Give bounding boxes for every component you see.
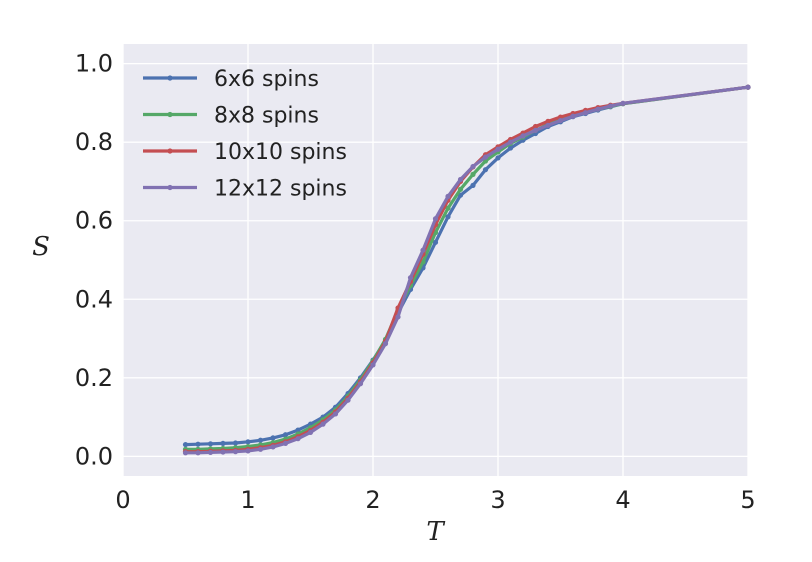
data-point bbox=[545, 118, 551, 124]
data-point bbox=[232, 440, 239, 446]
data-point bbox=[395, 314, 401, 320]
x-tick-label: 5 bbox=[740, 486, 755, 514]
x-tick-label: 1 bbox=[240, 486, 255, 514]
data-point bbox=[432, 239, 439, 245]
data-point bbox=[245, 448, 251, 454]
data-point bbox=[482, 167, 489, 173]
x-tick-label: 3 bbox=[490, 486, 505, 514]
data-point bbox=[257, 446, 264, 452]
data-point bbox=[457, 186, 464, 192]
data-point bbox=[220, 440, 226, 447]
data-point bbox=[570, 113, 576, 119]
data-point bbox=[182, 450, 189, 456]
data-point bbox=[607, 103, 614, 109]
data-point bbox=[482, 154, 489, 160]
legend-item: 12x12 spins bbox=[143, 177, 347, 202]
data-point bbox=[432, 216, 439, 222]
data-point bbox=[320, 421, 326, 427]
legend-label: 8x8 spins bbox=[214, 104, 319, 129]
data-point bbox=[470, 182, 476, 188]
legend-marker bbox=[167, 148, 173, 154]
data-point bbox=[207, 441, 214, 447]
data-point bbox=[307, 429, 314, 436]
data-point bbox=[520, 133, 526, 139]
y-tick-label: 0.6 bbox=[75, 207, 113, 235]
legend-item: 8x8 spins bbox=[143, 104, 319, 129]
data-point bbox=[457, 176, 464, 183]
data-point bbox=[582, 110, 589, 116]
data-point bbox=[620, 100, 626, 106]
data-point bbox=[295, 427, 301, 433]
data-point bbox=[557, 117, 564, 124]
legend-label: 12x12 spins bbox=[214, 177, 347, 202]
data-point bbox=[270, 435, 276, 441]
data-point bbox=[295, 436, 301, 442]
data-point bbox=[470, 171, 476, 177]
plot-area bbox=[123, 44, 748, 476]
legend-label: 10x10 spins bbox=[214, 140, 347, 165]
legend: 6x6 spins 8x8 spins 10x10 spins 12x12 spins bbox=[143, 67, 347, 202]
x-tick-label: 2 bbox=[365, 486, 380, 514]
y-tick-label: 0.0 bbox=[75, 442, 113, 470]
legend-label: 6x6 spins bbox=[214, 67, 319, 92]
data-point bbox=[420, 247, 426, 253]
y-tick-label: 1.0 bbox=[75, 50, 113, 78]
y-axis-label: S bbox=[32, 232, 50, 262]
data-point bbox=[507, 145, 514, 151]
legend-item: 6x6 spins bbox=[143, 67, 319, 92]
data-point bbox=[257, 437, 264, 443]
y-tick-label: 0.2 bbox=[75, 364, 113, 392]
x-tick-label: 4 bbox=[615, 486, 630, 514]
data-point bbox=[195, 441, 201, 447]
data-point bbox=[507, 139, 514, 145]
data-point bbox=[282, 440, 289, 447]
data-point bbox=[495, 146, 501, 152]
data-point bbox=[532, 123, 539, 130]
data-point bbox=[357, 381, 364, 387]
data-point bbox=[232, 449, 239, 455]
data-point bbox=[220, 449, 226, 455]
y-tick-label: 0.8 bbox=[75, 128, 113, 156]
y-tick-label: 0.4 bbox=[75, 285, 113, 313]
data-point bbox=[332, 411, 339, 417]
data-point bbox=[470, 163, 476, 170]
data-point bbox=[345, 397, 351, 403]
data-point bbox=[545, 122, 551, 128]
data-point bbox=[445, 193, 451, 199]
data-point bbox=[745, 84, 751, 90]
data-point bbox=[382, 341, 389, 347]
x-tick-label: 0 bbox=[115, 486, 130, 514]
data-point bbox=[207, 449, 214, 456]
legend-marker bbox=[167, 184, 173, 191]
data-point bbox=[245, 439, 251, 445]
legend-marker bbox=[167, 75, 173, 81]
data-point bbox=[595, 106, 601, 112]
data-point bbox=[282, 432, 289, 438]
data-point bbox=[445, 214, 451, 220]
series-layer bbox=[182, 84, 751, 456]
data-point bbox=[532, 127, 539, 133]
data-point bbox=[182, 441, 189, 448]
series-group bbox=[182, 84, 751, 456]
data-point bbox=[270, 444, 276, 450]
data-point bbox=[495, 155, 501, 161]
data-point bbox=[445, 205, 451, 211]
data-point bbox=[407, 275, 414, 281]
legend-marker bbox=[167, 111, 173, 118]
data-point bbox=[370, 362, 376, 368]
data-point bbox=[195, 450, 201, 456]
x-axis-label: T bbox=[426, 517, 445, 547]
legend-item: 10x10 spins bbox=[143, 140, 347, 165]
tick-labels: 0 1 2 3 4 5 0.0 0.2 0.4 0.6 0.8 1.0 bbox=[75, 50, 756, 514]
